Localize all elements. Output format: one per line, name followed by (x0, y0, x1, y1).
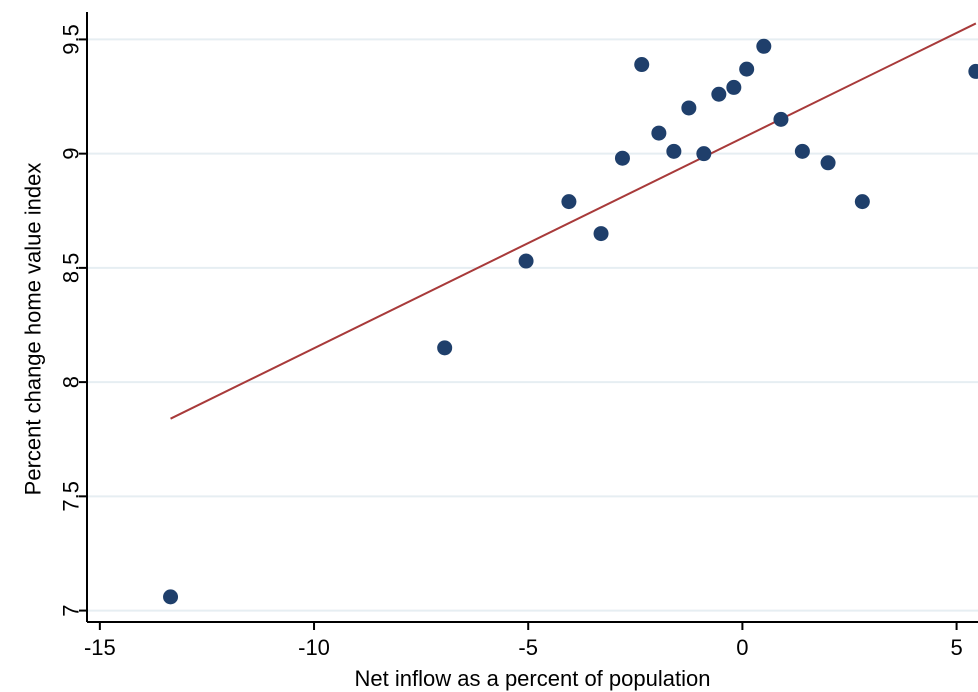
x-tick-label: 5 (950, 635, 962, 660)
y-tick-label: 7.5 (59, 481, 84, 512)
data-point (794, 143, 810, 159)
x-tick-label: -5 (518, 635, 538, 660)
data-point (773, 111, 789, 127)
data-point (614, 150, 630, 166)
data-point (163, 589, 179, 605)
x-tick-label: -10 (298, 635, 330, 660)
axes (86, 12, 978, 623)
data-point (739, 61, 755, 77)
data-point (711, 86, 727, 102)
data-point (968, 63, 978, 79)
y-ticks: 7 7.5 8 8.5 9 9.5 (59, 24, 87, 617)
grid-lines (87, 38, 978, 612)
data-point (681, 100, 697, 116)
y-tick-label: 9.5 (59, 24, 84, 55)
data-point (634, 57, 650, 73)
data-point (854, 194, 870, 210)
data-point (437, 340, 453, 356)
data-point (518, 253, 534, 269)
data-point (696, 146, 712, 162)
data-point (593, 226, 609, 242)
data-point (756, 38, 772, 54)
y-tick-label: 9 (59, 148, 84, 160)
data-point (666, 143, 682, 159)
y-tick-label: 8.5 (59, 253, 84, 284)
y-tick-label: 8 (59, 376, 84, 388)
x-tick-label: -15 (84, 635, 116, 660)
y-tick-label: 7 (59, 604, 84, 616)
data-point (820, 155, 836, 171)
x-axis-title: Net inflow as a percent of population (355, 666, 711, 691)
fit-line (170, 22, 977, 420)
x-tick-label: 0 (736, 635, 748, 660)
x-ticks: -15 -10 -5 0 5 (84, 622, 963, 660)
data-points (163, 38, 978, 605)
data-point (561, 194, 577, 210)
data-point (651, 125, 667, 141)
data-point (726, 79, 742, 95)
y-axis-title: Percent change home value index (21, 163, 46, 496)
fit-line-group (170, 22, 977, 420)
